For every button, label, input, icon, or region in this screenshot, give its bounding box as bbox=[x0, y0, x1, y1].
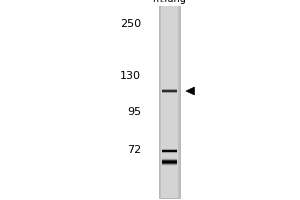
Bar bbox=[162, 165, 177, 166]
Bar bbox=[162, 150, 177, 151]
Bar bbox=[162, 89, 177, 90]
Bar bbox=[162, 153, 177, 154]
Bar bbox=[162, 152, 177, 153]
Bar bbox=[162, 149, 177, 150]
Bar bbox=[162, 160, 177, 161]
Bar bbox=[162, 161, 177, 162]
Bar bbox=[162, 162, 177, 163]
Polygon shape bbox=[186, 87, 194, 95]
Text: 95: 95 bbox=[127, 107, 141, 117]
Bar bbox=[162, 91, 177, 92]
Text: 250: 250 bbox=[120, 19, 141, 29]
Bar bbox=[162, 159, 177, 160]
Bar bbox=[162, 92, 177, 93]
Bar bbox=[162, 164, 177, 165]
Text: 72: 72 bbox=[127, 145, 141, 155]
Bar bbox=[162, 158, 177, 159]
Bar bbox=[162, 151, 177, 152]
Bar bbox=[162, 89, 177, 90]
Bar bbox=[162, 164, 177, 165]
Bar bbox=[162, 159, 177, 160]
Text: 130: 130 bbox=[120, 71, 141, 81]
Bar bbox=[162, 161, 177, 162]
Bar bbox=[162, 165, 177, 166]
Bar bbox=[162, 160, 177, 161]
Text: m.lung: m.lung bbox=[153, 0, 186, 4]
Bar bbox=[162, 150, 177, 151]
Bar bbox=[162, 163, 177, 164]
Bar bbox=[162, 92, 177, 93]
Bar bbox=[162, 163, 177, 164]
Bar bbox=[159, 6, 180, 198]
Bar bbox=[162, 158, 177, 159]
Bar bbox=[162, 151, 177, 152]
Bar bbox=[161, 6, 178, 198]
Bar bbox=[162, 148, 177, 149]
Bar bbox=[162, 162, 177, 163]
Bar bbox=[162, 90, 177, 91]
